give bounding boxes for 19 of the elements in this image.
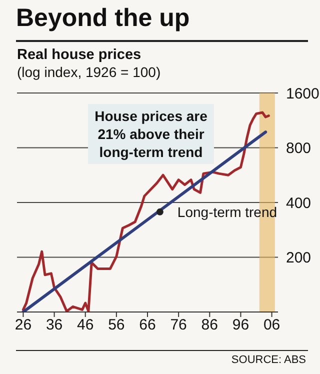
y-tick-label: 200	[286, 250, 312, 267]
x-tick-label: 96	[232, 316, 250, 334]
annotation: House prices are 21% above their long-term trend	[88, 104, 214, 164]
y-tick-label: 1600	[286, 85, 320, 102]
source-note: SOURCE: ABS	[231, 354, 306, 366]
chart-subtitle: Real house prices	[17, 47, 142, 63]
y-tick-label: 400	[286, 194, 312, 212]
x-tick-label: 76	[170, 316, 187, 334]
x-tick-label: 66	[139, 316, 156, 334]
annotation: Long-term trend	[177, 204, 278, 220]
chart-title: Beyond the up	[16, 4, 190, 33]
x-tick-label: 86	[201, 316, 218, 334]
x-tick-label: 56	[108, 316, 125, 334]
x-tick-label: 36	[46, 316, 63, 334]
x-tick-label: 26	[14, 316, 32, 334]
x-tick-label: 46	[77, 316, 94, 334]
y-tick-label: 800	[286, 140, 312, 158]
x-tick-label: 06	[263, 316, 280, 334]
y-axis-title: (log index, 1926 = 100)	[17, 64, 161, 80]
